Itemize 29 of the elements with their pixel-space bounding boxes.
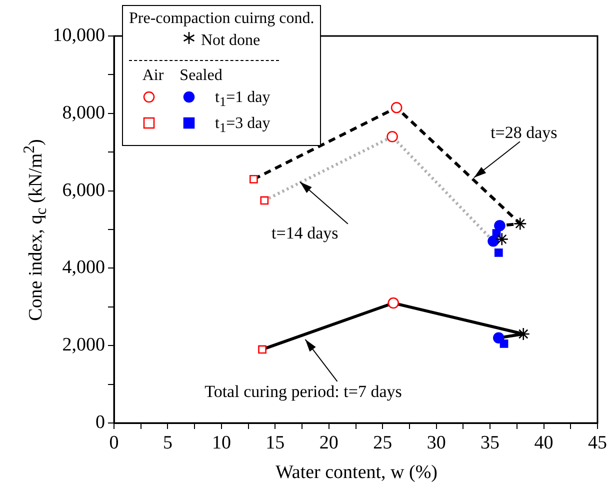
x-tick-label: 30 [426, 432, 446, 454]
y-tick-label: 0 [96, 412, 105, 433]
legend-label: t$_{1}$=3 day [215, 114, 270, 138]
y-tick-label: 6,000 [62, 180, 105, 201]
x-tick-label: 40 [534, 432, 554, 454]
x-tick-label: 0 [109, 432, 119, 454]
x-axis-title: Water content, w (%) [274, 462, 438, 484]
x-tick-label: 10 [212, 432, 231, 454]
annotation: Air [141, 66, 165, 86]
y-tick-label: 2,000 [62, 334, 105, 356]
point [513, 217, 527, 230]
y-tick-label: 10,000 [52, 24, 105, 46]
annotation: Sealed [178, 66, 224, 86]
y-tick-label: 4,000 [62, 257, 105, 278]
x-tick-label: 15 [266, 432, 285, 454]
x-tick-label: 5 [162, 432, 172, 454]
annotation: Total curing period: t=7 days [204, 382, 402, 401]
annotation: t=14 days [272, 223, 338, 242]
y-tick-label: 8,000 [62, 102, 105, 124]
x-tick-label: 45 [588, 432, 607, 454]
point [495, 232, 509, 246]
x-tick-label: 20 [319, 432, 338, 454]
point [516, 327, 530, 341]
x-tick-label: 25 [373, 432, 392, 454]
x-tick-label: 35 [480, 432, 500, 454]
legend-label: t$_{1}$=1 day [215, 88, 270, 112]
annotation: t=28 days [490, 123, 558, 142]
legend-title: Pre-compaction cuirng cond. [129, 9, 314, 29]
legend-label: Not done [201, 31, 260, 51]
